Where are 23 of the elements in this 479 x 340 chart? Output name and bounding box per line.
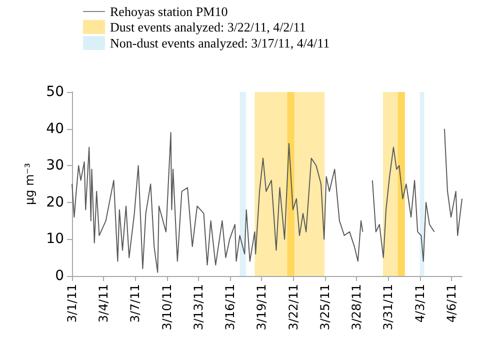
y-tick-label: 10: [46, 231, 64, 248]
legend-label: Non-dust events analyzed: 3/17/11, 4/4/11: [110, 36, 330, 50]
x-tick-label: 3/4/11: [96, 284, 111, 323]
x-tick-label: 3/19/11: [254, 284, 269, 330]
y-tick-label: 30: [46, 158, 64, 174]
x-tick-label: 3/16/11: [223, 284, 238, 330]
x-tick-label: 3/7/11: [128, 284, 142, 323]
x-tick-label: 3/13/11: [191, 284, 206, 330]
y-tick-label: 40: [46, 120, 64, 137]
x-tick-label: 4/6/11: [444, 284, 458, 323]
y-tick-label: 20: [46, 194, 64, 210]
legend-label: Rehoyas station PM10: [110, 4, 228, 19]
y-axis-title: µg m⁻³: [22, 162, 36, 205]
x-tick-label: 3/25/11: [318, 284, 332, 330]
x-tick-label: 3/28/11: [350, 284, 364, 330]
legend-label: Dust events analyzed: 3/22/11, 4/2/11: [110, 20, 306, 34]
y-tick-label: 0: [55, 268, 64, 284]
x-tick-label: 3/22/11: [286, 284, 300, 330]
y-tick-label: 50: [46, 84, 64, 100]
x-tick-label: 4/3/11: [412, 284, 427, 323]
x-tick-label: 3/1/11: [65, 284, 79, 323]
x-tick-label: 3/31/11: [381, 284, 396, 330]
x-tick-label: 3/10/11: [160, 284, 174, 330]
